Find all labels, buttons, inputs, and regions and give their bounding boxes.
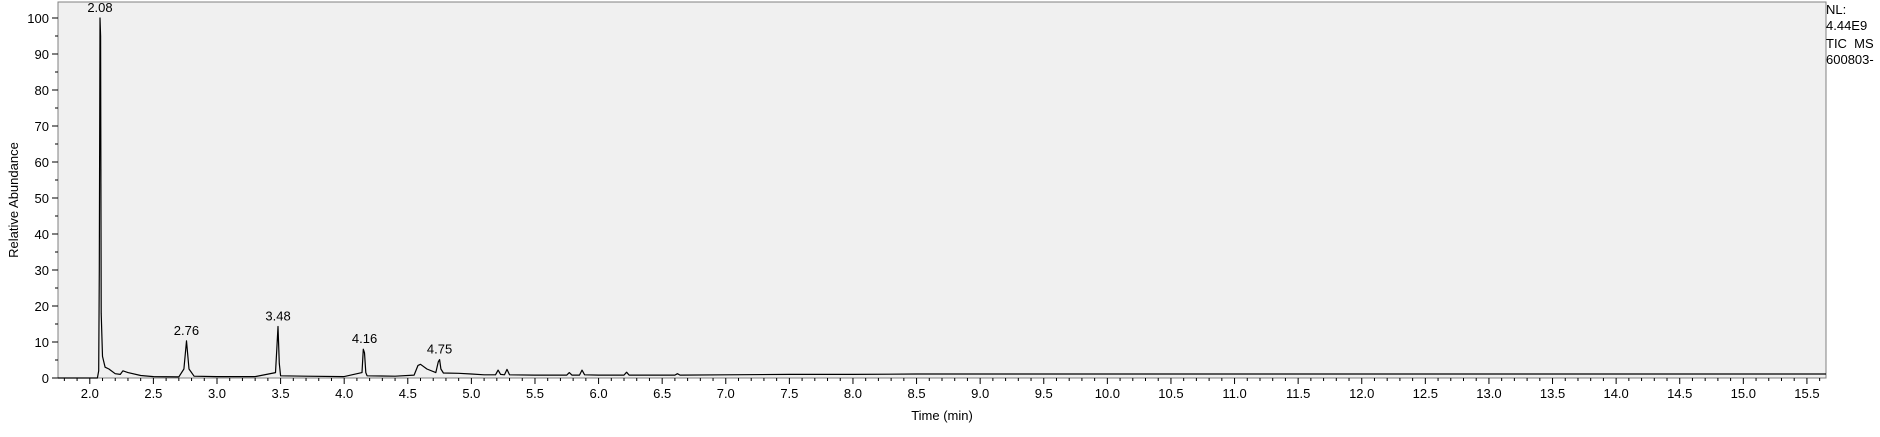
nl-label: NL: <box>1826 2 1847 17</box>
y-tick-label: 60 <box>35 155 49 170</box>
x-tick-label: 2.5 <box>144 386 162 401</box>
x-tick-label: 5.0 <box>462 386 480 401</box>
x-tick-label: 3.0 <box>208 386 226 401</box>
x-tick-label: 8.5 <box>908 386 926 401</box>
x-tick-label: 7.5 <box>780 386 798 401</box>
x-tick-label: 10.0 <box>1095 386 1120 401</box>
x-tick-label: 6.5 <box>653 386 671 401</box>
x-tick-label: 13.0 <box>1476 386 1501 401</box>
x-tick-label: 5.5 <box>526 386 544 401</box>
y-tick-label: 40 <box>35 227 49 242</box>
plot-area <box>57 1 1827 379</box>
x-tick-label: 10.5 <box>1158 386 1183 401</box>
x-tick-label: 11.5 <box>1286 386 1310 401</box>
x-tick-label: 4.5 <box>399 386 417 401</box>
x-tick-label: 12.5 <box>1413 386 1438 401</box>
peak-labels: 2.08 2.76 3.48 4.16 4.75 <box>87 0 452 357</box>
y-tick-label: 10 <box>35 335 49 350</box>
x-tick-label: 7.0 <box>717 386 735 401</box>
peak-label: 4.75 <box>427 342 452 357</box>
y-tick-label: 20 <box>35 299 49 314</box>
peak-label: 2.08 <box>87 0 112 15</box>
x-tick-label: 12.0 <box>1349 386 1374 401</box>
y-axis-title: Relative Abundance <box>6 142 21 258</box>
x-tick-label: 15.0 <box>1731 386 1756 401</box>
x-tick-label: 11.0 <box>1222 386 1246 401</box>
x-tick-label: 3.5 <box>272 386 290 401</box>
x-tick-label: 6.0 <box>590 386 608 401</box>
x-tick-label: 14.5 <box>1667 386 1692 401</box>
x-axis: 2.0 2.5 3.0 3.5 4.0 4.5 5.0 5.5 6.0 6.5 7.0 7.5 8.0 8… <box>63 378 1821 401</box>
tic-trace-line <box>58 17 1826 379</box>
peak-label: 3.48 <box>265 309 290 324</box>
y-tick-label: 100 <box>27 11 49 26</box>
trace-type: TIC MS <box>1826 36 1874 51</box>
y-tick-label: 90 <box>35 47 49 62</box>
x-axis-title: Time (min) <box>911 408 973 423</box>
x-tick-label: 4.0 <box>335 386 353 401</box>
y-tick-label: 50 <box>35 191 49 206</box>
x-tick-label: 15.5 <box>1794 386 1819 401</box>
peak-label: 4.16 <box>352 331 377 346</box>
y-tick-label: 30 <box>35 263 49 278</box>
x-tick-label: 14.0 <box>1603 386 1628 401</box>
peak-label: 2.76 <box>174 323 199 338</box>
nl-value: 4.44E9 <box>1826 18 1868 33</box>
x-tick-label: 9.5 <box>1035 386 1053 401</box>
x-tick-label: 8.0 <box>844 386 862 401</box>
y-axis: 0 10 20 30 40 50 60 70 80 90 100 <box>27 11 58 386</box>
file-name: 600803- <box>1826 52 1874 67</box>
x-tick-label: 2.0 <box>81 386 99 401</box>
x-tick-label: 9.0 <box>971 386 989 401</box>
y-tick-label: 80 <box>35 83 49 98</box>
x-tick-label: 13.5 <box>1540 386 1565 401</box>
y-tick-label: 0 <box>42 371 49 386</box>
y-tick-label: 70 <box>35 119 49 134</box>
